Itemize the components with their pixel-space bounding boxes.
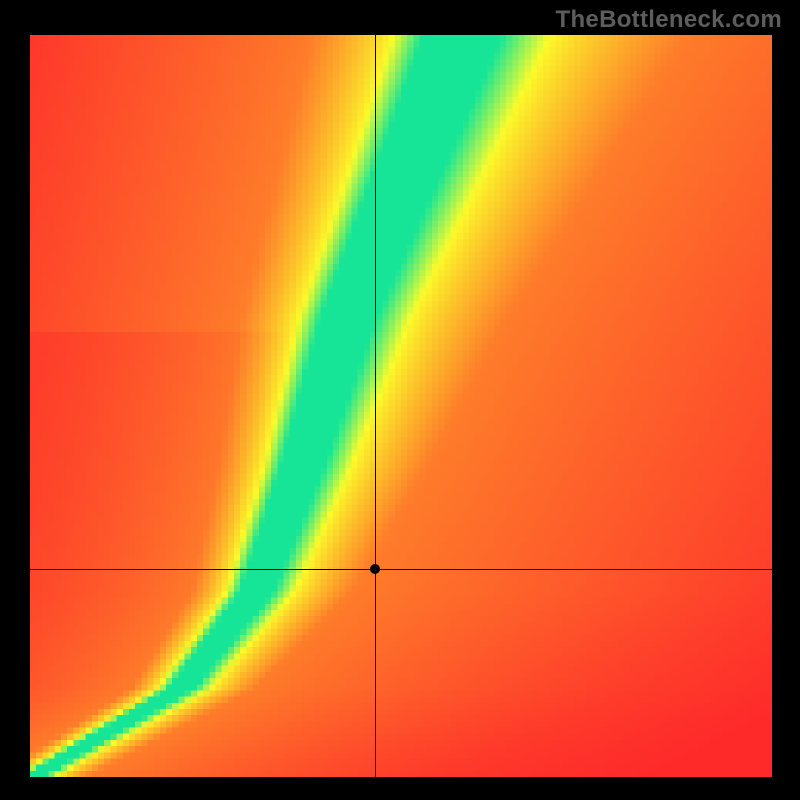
heatmap-canvas bbox=[30, 35, 772, 777]
chart-container: TheBottleneck.com bbox=[0, 0, 800, 800]
crosshair-vertical-line bbox=[375, 35, 376, 777]
watermark-label: TheBottleneck.com bbox=[556, 6, 782, 34]
heatmap-area bbox=[30, 35, 772, 777]
crosshair-horizontal-line bbox=[30, 569, 772, 570]
crosshair-dot bbox=[370, 564, 380, 574]
